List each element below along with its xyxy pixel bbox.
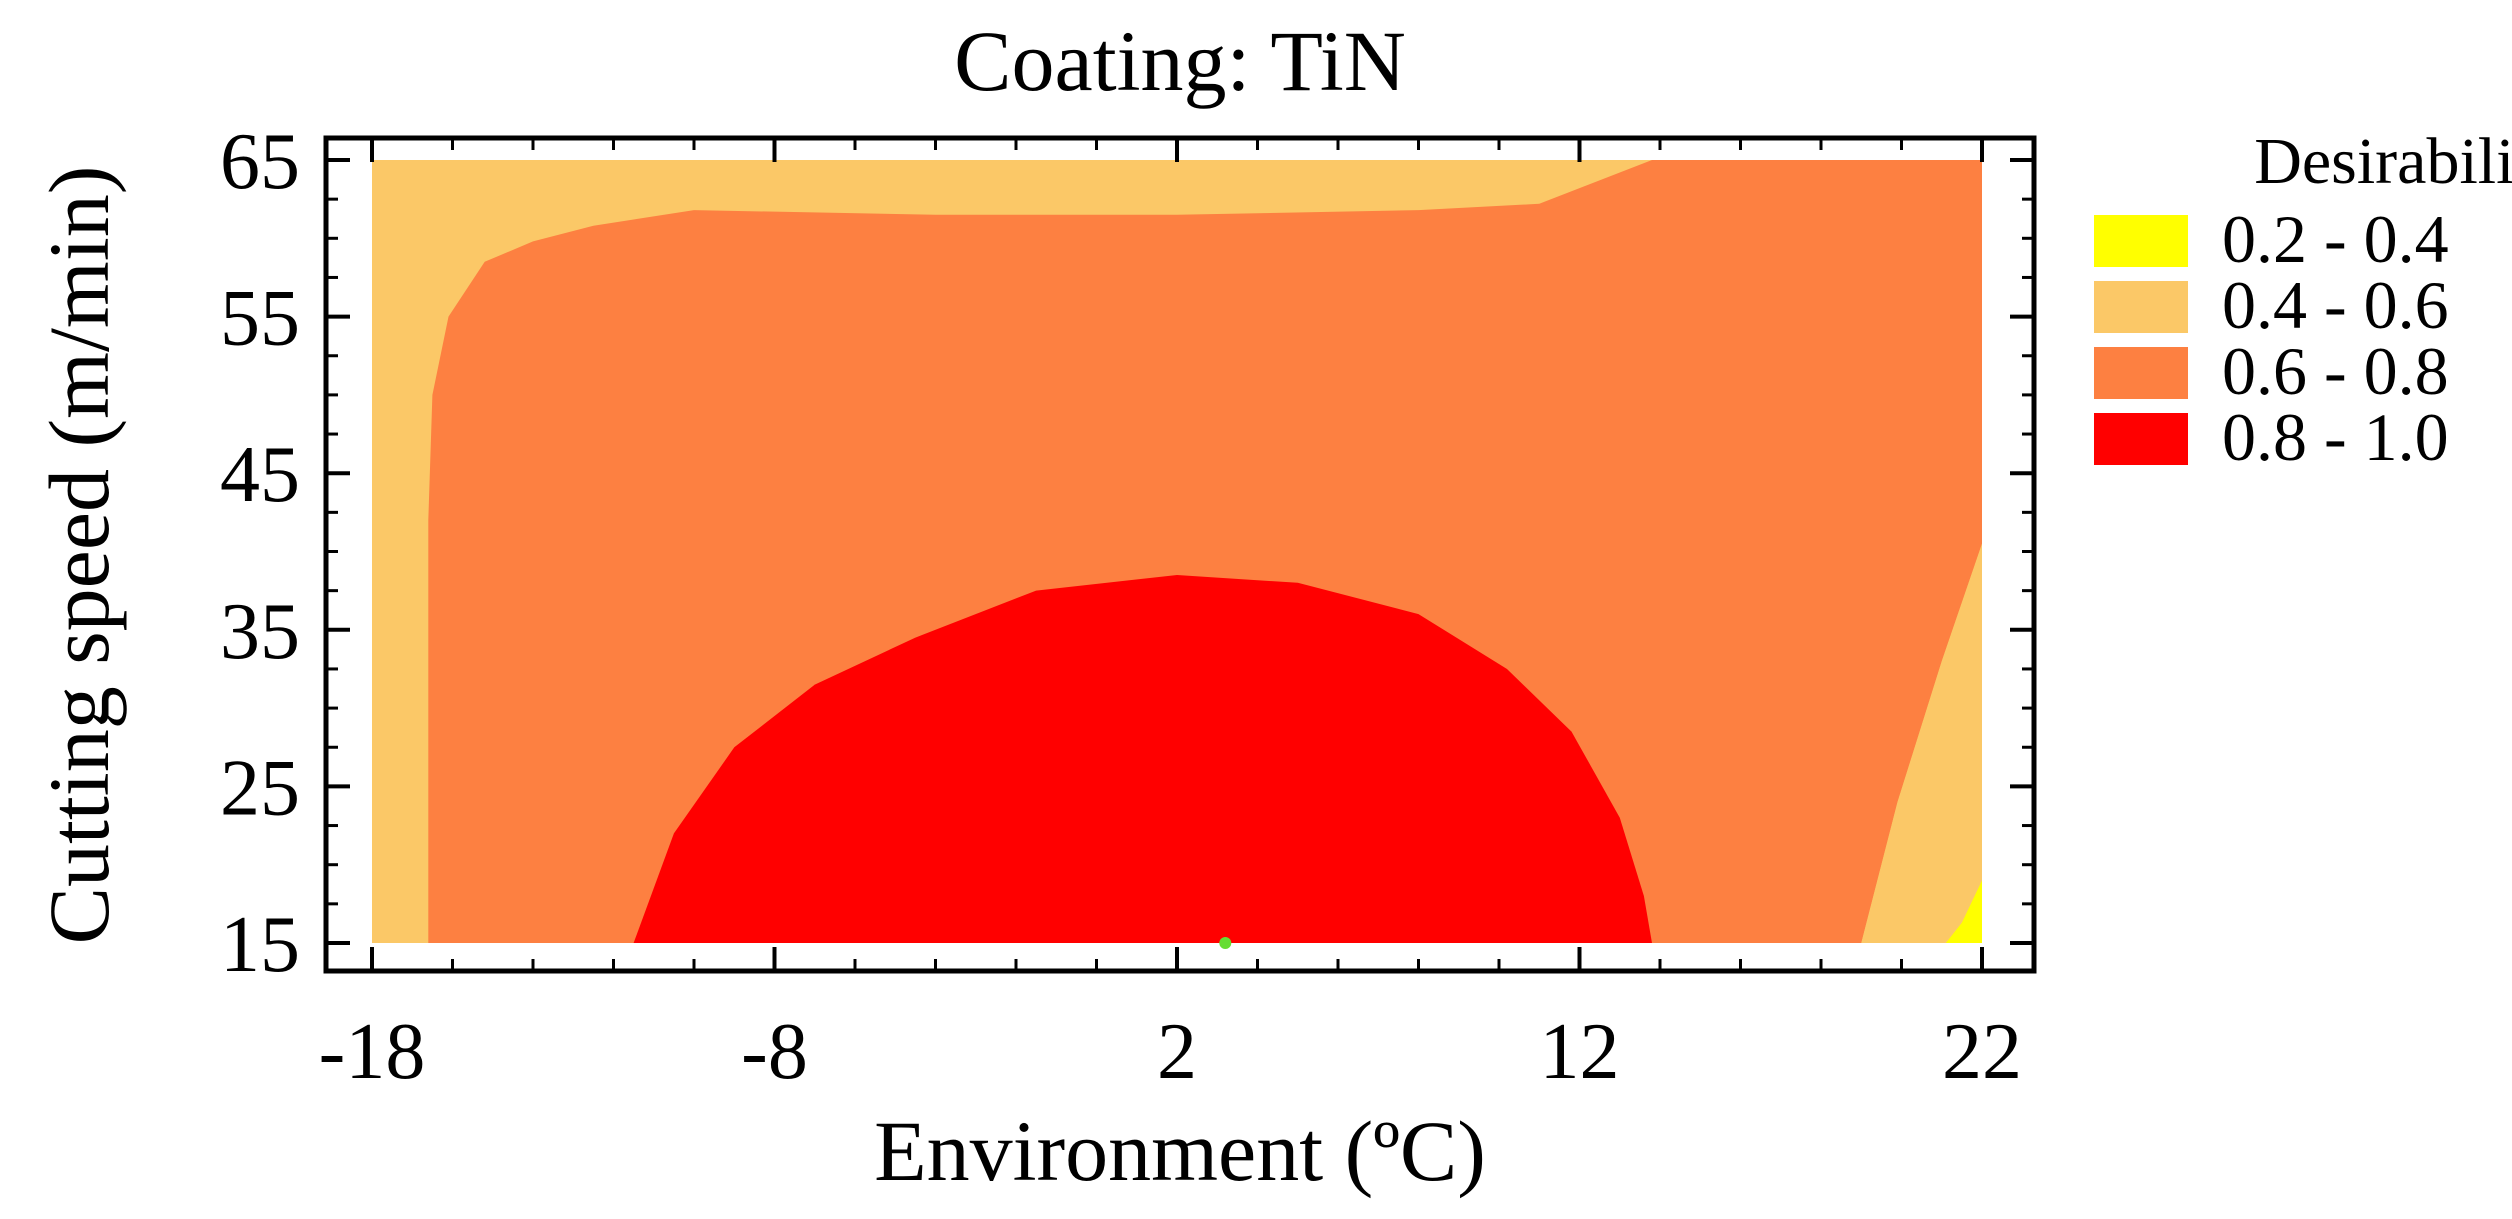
legend-swatch	[2094, 215, 2188, 267]
legend: Desirability 0.2 - 0.40.4 - 0.60.6 - 0.8…	[2094, 125, 2512, 475]
chart-title: Coating: TiN	[954, 13, 1406, 109]
legend-swatch	[2094, 281, 2188, 333]
contour-region-3	[1945, 880, 1982, 943]
optimum-marker	[1219, 937, 1232, 949]
x-axis-label: Environment (ºC)	[874, 1103, 1486, 1199]
legend-swatch	[2094, 347, 2188, 399]
x-tick-label: -18	[319, 1008, 426, 1096]
legend-label: 0.2 - 0.4	[2222, 201, 2449, 277]
y-tick-label: 15	[220, 901, 300, 989]
legend-label: 0.6 - 0.8	[2222, 333, 2449, 409]
legend-title: Desirability	[2254, 125, 2512, 198]
contour-region-4	[633, 575, 1652, 943]
y-axis-label: Cutting speed (m/min)	[31, 166, 127, 945]
y-tick-label: 55	[220, 275, 300, 363]
x-tick-label: 22	[1942, 1008, 2022, 1096]
legend-swatch	[2094, 413, 2188, 465]
y-tick-label: 35	[220, 588, 300, 676]
x-tick-label: 2	[1157, 1008, 1197, 1096]
y-tick-label: 25	[220, 744, 300, 832]
legend-label: 0.8 - 1.0	[2222, 399, 2449, 475]
y-tick-label: 45	[220, 431, 300, 519]
x-tick-label: 12	[1540, 1008, 1620, 1096]
plot-frame	[323, 135, 2037, 974]
x-tick-labels: -18 -8 2 12 22	[319, 1008, 2022, 1096]
y-tick-labels: 15 25 35 45 55 65	[220, 118, 300, 989]
x-tick-label: -8	[741, 1008, 808, 1096]
contour-region-2	[1861, 543, 1982, 943]
y-tick-label: 65	[220, 118, 300, 206]
contour-regions	[372, 160, 1982, 949]
legend-label: 0.4 - 0.6	[2222, 267, 2449, 343]
